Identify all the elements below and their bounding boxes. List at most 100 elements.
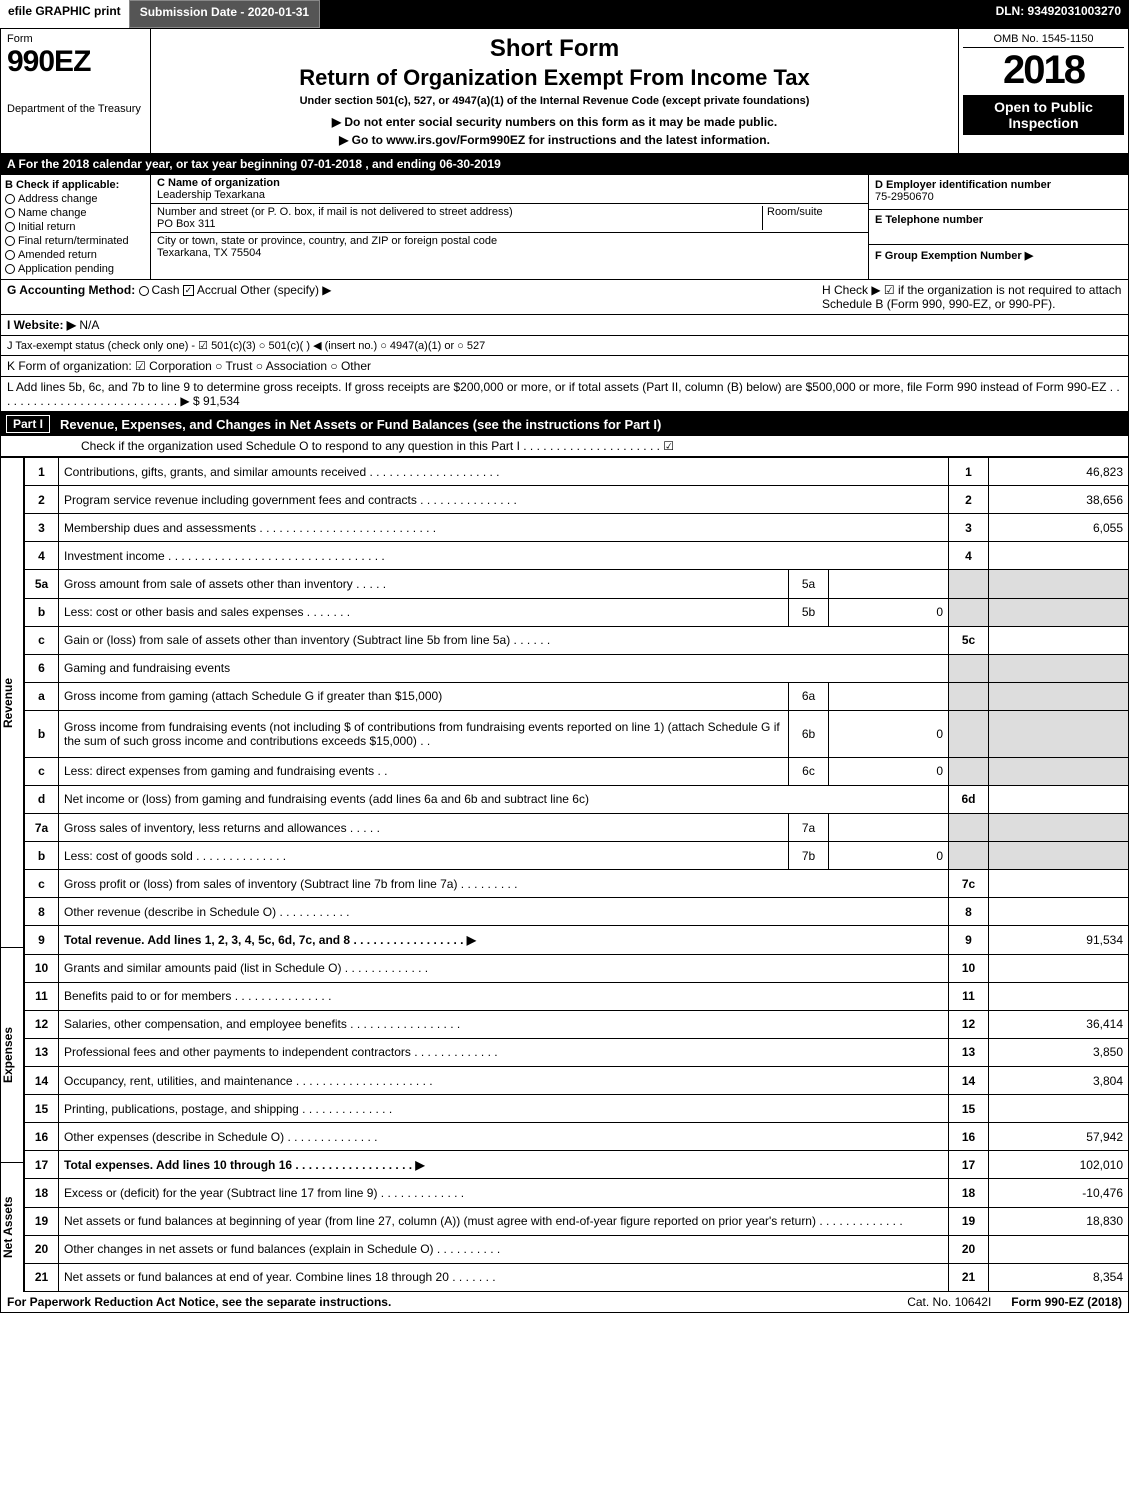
line-number: 14 [25,1067,59,1095]
line-desc: Contributions, gifts, grants, and simila… [59,458,949,486]
table-row: 2Program service revenue including gover… [25,486,1129,514]
circle-icon[interactable] [139,286,149,296]
page-footer: For Paperwork Reduction Act Notice, see … [0,1292,1129,1313]
dln-label: DLN: 93492031003270 [988,0,1129,28]
circle-icon[interactable] [5,236,15,246]
block-c: C Name of organization Leadership Texark… [151,175,868,279]
line-desc: Excess or (deficit) for the year (Subtra… [59,1179,949,1207]
line-box: 17 [949,1151,989,1179]
line-number: 15 [25,1095,59,1123]
table-row: cGross profit or (loss) from sales of in… [25,870,1129,898]
mid-amount: 0 [829,757,949,785]
line-desc: Membership dues and assessments . . . . … [59,514,949,542]
line-box [949,654,989,682]
line-number: 17 [25,1151,59,1179]
line-desc: Gross income from fundraising events (no… [59,710,789,757]
line-desc: Gaming and fundraising events [59,654,949,682]
line-box: 2 [949,486,989,514]
line-h: H Check ▶ ☑ if the organization is not r… [822,283,1122,311]
i-label: I Website: ▶ [7,318,76,332]
line-box: 18 [949,1179,989,1207]
circle-icon[interactable] [5,194,15,204]
line-amount: 18,830 [989,1207,1129,1235]
mid-box: 5a [789,570,829,598]
line-amount [989,626,1129,654]
line-desc: Professional fees and other payments to … [59,1038,949,1066]
table-row: 15Printing, publications, postage, and s… [25,1095,1129,1123]
line-i: I Website: ▶ N/A [0,315,1129,336]
block-def: D Employer identification number 75-2950… [868,175,1128,279]
line-number: c [25,757,59,785]
line-desc: Total revenue. Add lines 1, 2, 3, 4, 5c,… [59,926,949,954]
line-box: 20 [949,1235,989,1263]
footer-center: Cat. No. 10642I [907,1295,991,1309]
line-number: 1 [25,458,59,486]
part-1-header: Part I Revenue, Expenses, and Changes in… [0,412,1129,436]
line-box: 21 [949,1263,989,1291]
table-row: 16Other expenses (describe in Schedule O… [25,1123,1129,1151]
line-box: 13 [949,1038,989,1066]
line-amount: 6,055 [989,514,1129,542]
check-address: Address change [5,193,146,205]
line-desc: Less: cost or other basis and sales expe… [59,598,789,626]
line-amount [989,682,1129,710]
line-amount [989,654,1129,682]
check-pending: Application pending [5,263,146,275]
mid-box: 7a [789,814,829,842]
line-box: 4 [949,542,989,570]
line-desc: Gross profit or (loss) from sales of inv… [59,870,949,898]
table-row: 3Membership dues and assessments . . . .… [25,514,1129,542]
checkbox-icon[interactable]: ✓ [183,285,194,296]
line-box [949,842,989,870]
line-box: 10 [949,954,989,982]
mid-box: 5b [789,598,829,626]
org-name-label: C Name of organization [157,177,862,189]
line-amount: 38,656 [989,486,1129,514]
part-1-check: Check if the organization used Schedule … [0,436,1129,457]
form-header: Form 990EZ Department of the Treasury Sh… [0,28,1129,154]
check-name: Name change [5,207,146,219]
entity-block: B Check if applicable: Address change Na… [0,175,1129,280]
line-box: 3 [949,514,989,542]
line-number: 9 [25,926,59,954]
city-value: Texarkana, TX 75504 [157,247,497,259]
table-row: 4Investment income . . . . . . . . . . .… [25,542,1129,570]
form-title: Return of Organization Exempt From Incom… [159,65,950,91]
line-number: 20 [25,1235,59,1263]
line-desc: Net assets or fund balances at end of ye… [59,1263,949,1291]
goto-link[interactable]: ▶ Go to www.irs.gov/Form990EZ for instru… [159,133,950,147]
efile-label[interactable]: efile GRAPHIC print [0,0,129,28]
phone-label: E Telephone number [875,214,1122,226]
circle-icon[interactable] [5,264,15,274]
line-box: 5c [949,626,989,654]
line-box [949,757,989,785]
line-amount: 57,942 [989,1123,1129,1151]
line-box [949,598,989,626]
line-desc: Net income or (loss) from gaming and fun… [59,785,949,813]
line-desc: Gross amount from sale of assets other t… [59,570,789,598]
circle-icon[interactable] [5,250,15,260]
line-desc: Other expenses (describe in Schedule O) … [59,1123,949,1151]
mid-box: 6c [789,757,829,785]
expenses-sidelabel: Expenses [0,947,24,1162]
circle-icon[interactable] [5,208,15,218]
line-box: 16 [949,1123,989,1151]
line-number: 8 [25,898,59,926]
room-label: Room/suite [762,206,862,230]
line-amount [989,814,1129,842]
table-row: 18Excess or (deficit) for the year (Subt… [25,1179,1129,1207]
mid-box: 7b [789,842,829,870]
line-box [949,570,989,598]
table-row: bLess: cost of goods sold . . . . . . . … [25,842,1129,870]
line-amount [989,1235,1129,1263]
table-row: 17Total expenses. Add lines 10 through 1… [25,1151,1129,1179]
line-desc: Program service revenue including govern… [59,486,949,514]
check-initial: Initial return [5,221,146,233]
ein-value: 75-2950670 [875,191,1122,203]
line-box: 15 [949,1095,989,1123]
line-amount [989,982,1129,1010]
block-b: B Check if applicable: Address change Na… [1,175,151,279]
circle-icon[interactable] [5,222,15,232]
omb-number: OMB No. 1545-1150 [963,33,1124,48]
ein-label: D Employer identification number [875,179,1122,191]
